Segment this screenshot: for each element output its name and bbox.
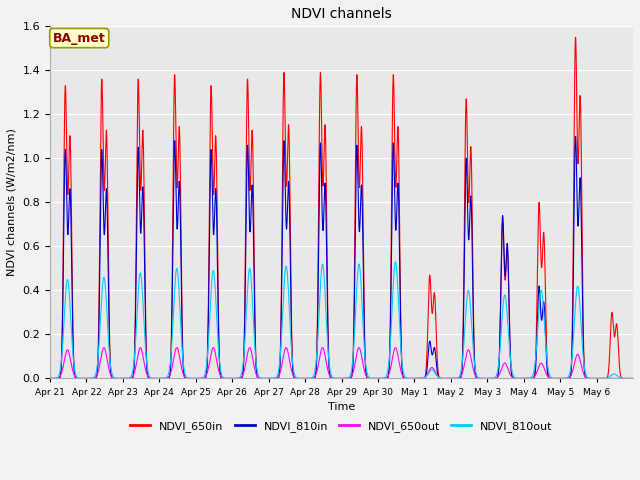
NDVI_810in xyxy=(468,219,476,225)
NDVI_650in xyxy=(46,376,54,382)
Y-axis label: NDVI channels (W/m2/nm): NDVI channels (W/m2/nm) xyxy=(7,129,17,276)
NDVI_810out xyxy=(46,376,54,382)
NDVI_650out xyxy=(468,360,476,366)
NDVI_810out xyxy=(392,259,399,264)
NDVI_650in xyxy=(505,297,513,302)
Title: NDVI channels: NDVI channels xyxy=(291,7,392,21)
NDVI_810out xyxy=(540,316,548,322)
NDVI_810in xyxy=(572,133,579,139)
NDVI_810in xyxy=(505,293,513,299)
NDVI_810in xyxy=(540,300,548,305)
NDVI_650out xyxy=(540,365,548,371)
Text: BA_met: BA_met xyxy=(53,32,106,45)
NDVI_650in xyxy=(629,376,637,382)
Line: NDVI_650in: NDVI_650in xyxy=(50,37,633,379)
NDVI_650in xyxy=(166,374,173,380)
NDVI_810in xyxy=(166,374,173,380)
NDVI_810in xyxy=(417,376,424,382)
NDVI_650out xyxy=(629,376,637,382)
Legend: NDVI_650in, NDVI_810in, NDVI_650out, NDVI_810out: NDVI_650in, NDVI_810in, NDVI_650out, NDV… xyxy=(125,417,557,436)
NDVI_650out xyxy=(46,376,54,382)
NDVI_650in xyxy=(572,35,579,40)
NDVI_810in xyxy=(623,376,630,382)
NDVI_650in xyxy=(417,376,424,382)
NDVI_810in xyxy=(46,376,54,382)
NDVI_810in xyxy=(629,376,637,382)
NDVI_650out xyxy=(417,375,424,381)
Line: NDVI_650out: NDVI_650out xyxy=(50,348,633,379)
NDVI_650out xyxy=(209,345,217,350)
NDVI_650in xyxy=(623,376,630,382)
NDVI_650out xyxy=(505,369,513,375)
NDVI_650out xyxy=(623,376,630,382)
Line: NDVI_810out: NDVI_810out xyxy=(50,262,633,379)
NDVI_810out xyxy=(417,375,424,381)
NDVI_810out xyxy=(623,376,630,382)
Line: NDVI_810in: NDVI_810in xyxy=(50,136,633,379)
NDVI_650out xyxy=(166,373,173,379)
NDVI_810out xyxy=(166,367,173,373)
NDVI_810out xyxy=(468,327,476,333)
NDVI_810out xyxy=(629,376,637,382)
X-axis label: Time: Time xyxy=(328,402,355,412)
NDVI_650in xyxy=(468,177,476,182)
NDVI_810out xyxy=(505,341,513,347)
NDVI_650in xyxy=(540,231,548,237)
